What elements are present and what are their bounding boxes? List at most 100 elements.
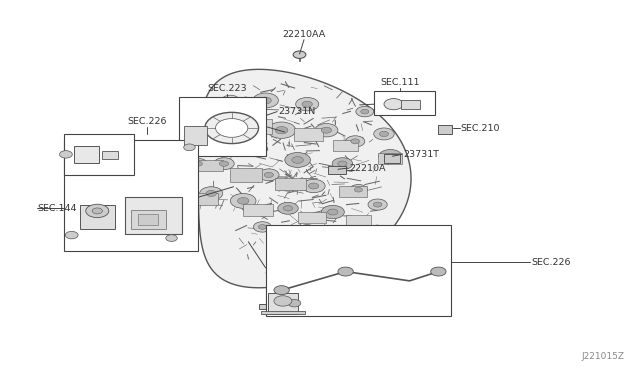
Bar [259,304,304,309]
Bar [102,151,118,159]
Circle shape [221,95,239,106]
Circle shape [253,93,278,108]
Bar [298,212,326,223]
Circle shape [200,187,223,200]
Bar [125,197,182,234]
Circle shape [349,185,367,195]
Circle shape [328,209,338,215]
Circle shape [332,158,353,170]
Circle shape [239,113,260,125]
Bar [374,91,435,115]
Circle shape [206,190,216,196]
Circle shape [244,142,268,155]
Circle shape [380,131,388,137]
Circle shape [60,151,72,158]
Circle shape [379,150,402,163]
Circle shape [260,97,271,104]
Text: SEC.210: SEC.210 [461,124,500,133]
Circle shape [308,183,319,189]
Bar [64,134,134,175]
Circle shape [184,144,195,151]
Circle shape [356,106,374,117]
Circle shape [321,205,344,219]
Bar [266,225,451,316]
Bar [131,210,166,229]
Circle shape [271,292,292,304]
Bar [74,146,99,163]
Bar [198,160,223,171]
Bar [243,204,273,216]
Circle shape [285,153,310,167]
Circle shape [245,116,254,122]
Bar [346,215,371,225]
Circle shape [361,109,369,114]
Bar [230,168,262,182]
Circle shape [292,157,303,163]
Circle shape [302,101,312,107]
Bar [384,154,400,163]
Text: SEC.111: SEC.111 [380,78,420,87]
Bar [138,214,158,225]
Circle shape [253,222,271,232]
Circle shape [92,208,102,214]
Circle shape [355,187,362,192]
Bar [294,128,323,141]
Bar [326,235,352,246]
Circle shape [227,98,234,103]
Circle shape [274,296,292,306]
Circle shape [338,161,347,166]
Bar [328,166,346,174]
Text: SEC.144: SEC.144 [37,204,77,213]
Bar [261,311,305,314]
Circle shape [205,112,259,144]
Bar [438,125,452,134]
Bar [266,288,298,309]
Bar [179,97,266,156]
Circle shape [65,231,78,239]
Bar [378,153,402,164]
Circle shape [344,226,360,235]
Circle shape [315,124,338,137]
Circle shape [220,161,228,166]
Bar [282,231,308,242]
Circle shape [368,199,387,210]
Polygon shape [198,69,411,288]
Circle shape [274,286,289,295]
Circle shape [230,193,256,208]
Circle shape [288,299,301,307]
Circle shape [384,99,403,110]
Circle shape [351,139,360,144]
Bar [333,140,358,151]
Text: J221015Z: J221015Z [581,352,624,361]
Bar [211,104,237,115]
Circle shape [268,122,296,138]
Bar [192,193,218,205]
Circle shape [321,127,332,133]
Circle shape [348,228,356,233]
Circle shape [303,228,312,233]
Circle shape [373,202,382,207]
Text: SEC.223: SEC.223 [207,84,247,93]
Text: SEC.226: SEC.226 [127,118,167,126]
Circle shape [284,206,292,211]
Circle shape [264,172,273,177]
Circle shape [237,198,249,204]
Circle shape [297,225,317,237]
Circle shape [251,146,261,152]
Circle shape [385,153,396,159]
Text: 22210AA: 22210AA [282,30,326,39]
Circle shape [346,136,365,147]
Circle shape [195,161,202,166]
Circle shape [259,169,279,181]
Circle shape [86,204,109,218]
Bar [184,126,207,145]
Circle shape [374,128,394,140]
Circle shape [275,126,288,134]
Text: 23731T: 23731T [403,150,439,159]
Text: 22210A: 22210A [349,164,385,173]
Bar [275,178,306,190]
Circle shape [296,97,319,111]
Circle shape [293,51,306,58]
Bar [237,119,272,134]
Bar [80,205,115,229]
